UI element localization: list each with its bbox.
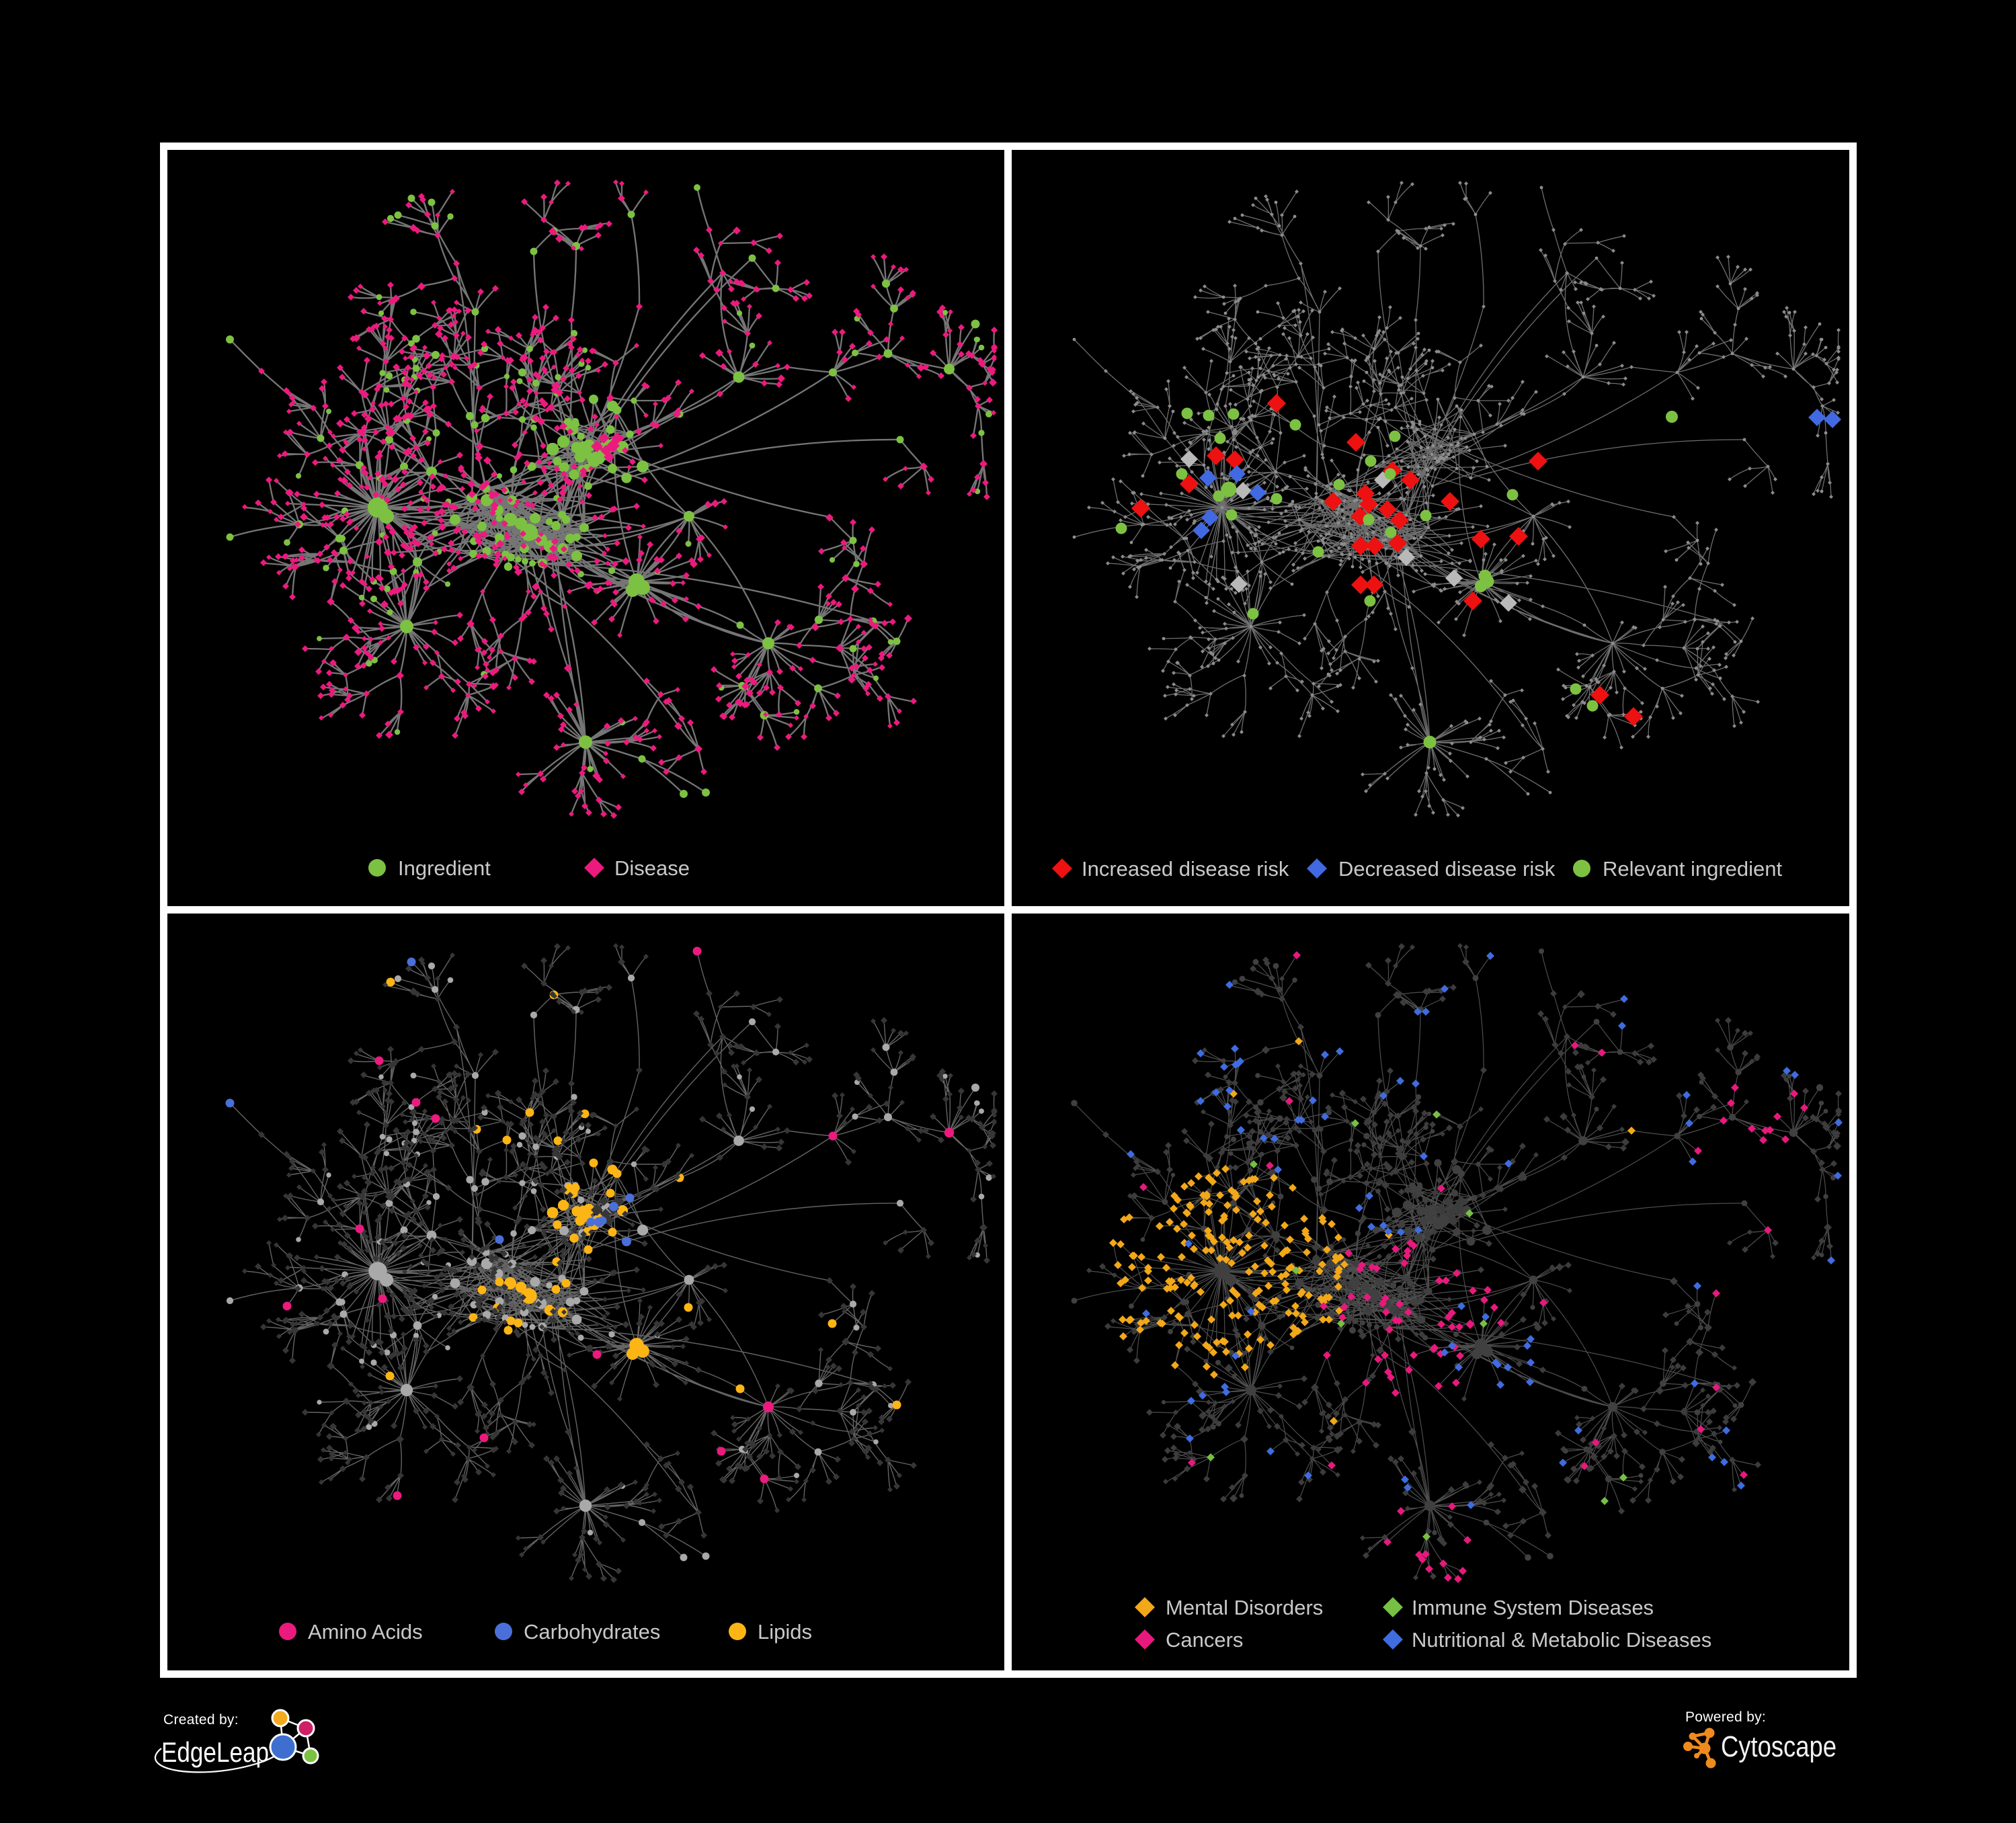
svg-text:Decreased disease risk: Decreased disease risk (1338, 857, 1556, 881)
svg-text:Powered by:: Powered by: (1685, 1709, 1766, 1725)
svg-text:Mental Disorders: Mental Disorders (1166, 1596, 1323, 1619)
svg-text:Lipids: Lipids (758, 1620, 812, 1644)
svg-text:Nutritional & Metabolic Diseas: Nutritional & Metabolic Diseases (1412, 1628, 1711, 1652)
svg-text:Disease: Disease (614, 856, 690, 880)
svg-text:Relevant ingredient: Relevant ingredient (1603, 857, 1783, 881)
svg-text:Carbohydrates: Carbohydrates (524, 1620, 660, 1644)
svg-text:Cancers: Cancers (1166, 1628, 1243, 1652)
svg-text:Immune System Diseases: Immune System Diseases (1412, 1596, 1654, 1619)
svg-text:Increased disease risk: Increased disease risk (1082, 857, 1289, 881)
svg-text:Created by:: Created by: (163, 1712, 239, 1728)
svg-text:EdgeLeap: EdgeLeap (161, 1736, 269, 1768)
svg-text:Amino Acids: Amino Acids (308, 1620, 423, 1644)
svg-text:Cytoscape: Cytoscape (1721, 1730, 1837, 1763)
svg-text:Ingredient: Ingredient (398, 856, 491, 880)
